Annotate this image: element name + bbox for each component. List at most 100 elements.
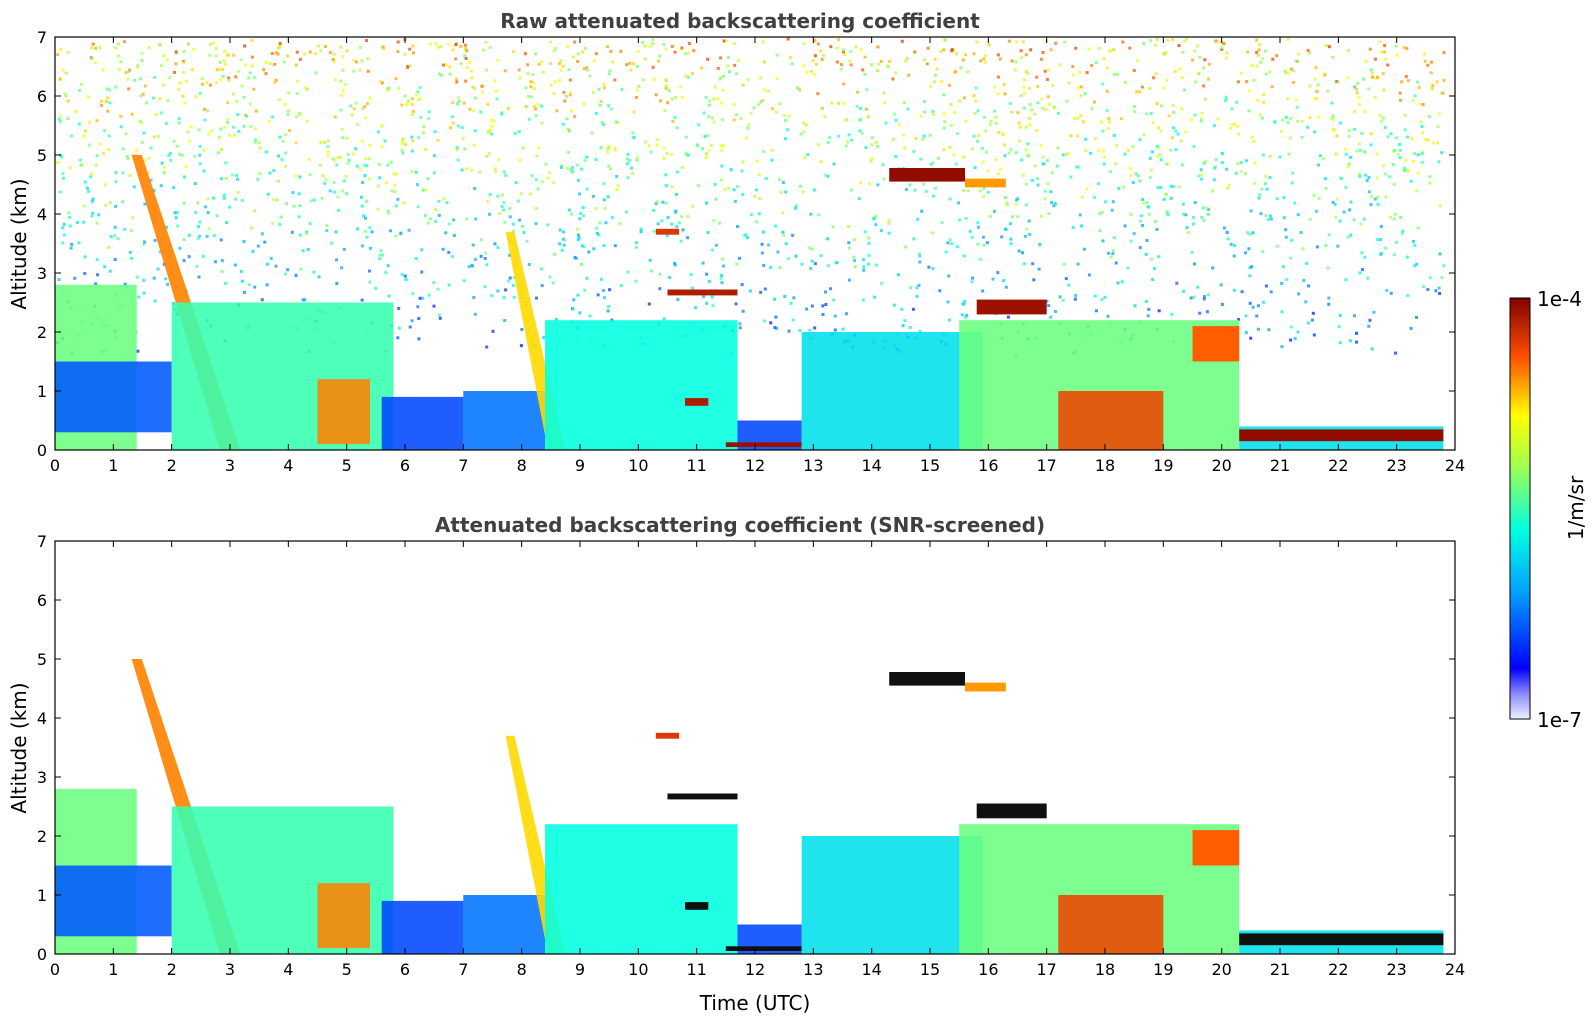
noise-pixel (303, 298, 307, 302)
noise-pixel (971, 276, 975, 280)
noise-pixel (1156, 144, 1159, 148)
noise-pixel (534, 52, 537, 56)
x-tick-label: 4 (283, 456, 293, 475)
noise-pixel (862, 265, 866, 269)
noise-pixel (167, 154, 171, 157)
noise-pixel (560, 164, 564, 168)
heatmap-aerosol-layer (1058, 895, 1164, 954)
noise-pixel (411, 97, 414, 101)
noise-pixel (205, 234, 209, 238)
noise-pixel (1369, 68, 1373, 72)
noise-pixel (998, 167, 1002, 171)
noise-pixel (82, 220, 86, 224)
noise-pixel (66, 117, 70, 121)
noise-pixel (344, 82, 348, 86)
noise-pixel (1373, 96, 1377, 99)
noise-pixel (787, 329, 791, 333)
noise-pixel (1053, 202, 1057, 206)
noise-pixel (581, 206, 585, 209)
noise-pixel (1220, 302, 1224, 306)
noise-pixel (416, 90, 420, 94)
noise-pixel (440, 73, 444, 77)
noise-pixel (139, 94, 143, 98)
noise-pixel (867, 241, 871, 245)
noise-pixel (712, 120, 716, 124)
noise-pixel (821, 313, 825, 316)
noise-pixel (416, 98, 420, 102)
noise-pixel (1263, 182, 1267, 186)
noise-pixel (655, 200, 659, 204)
noise-pixel (1306, 48, 1310, 52)
noise-pixel (290, 230, 294, 234)
noise-pixel (1419, 120, 1423, 124)
noise-pixel (655, 143, 659, 147)
noise-pixel (1244, 251, 1247, 255)
noise-pixel (104, 203, 108, 207)
noise-pixel (534, 222, 538, 226)
noise-pixel (193, 154, 197, 158)
noise-pixel (1237, 132, 1240, 136)
noise-pixel (540, 180, 544, 184)
noise-pixel (473, 187, 477, 190)
noise-pixel (1398, 148, 1402, 152)
noise-pixel (812, 72, 816, 76)
noise-pixel (338, 155, 342, 159)
noise-pixel (1027, 87, 1031, 90)
noise-pixel (908, 326, 912, 329)
noise-pixel (212, 234, 216, 238)
noise-pixel (1138, 246, 1142, 250)
noise-pixel (1213, 165, 1217, 169)
noise-pixel (366, 102, 369, 106)
noise-pixel (507, 279, 511, 283)
noise-pixel (1155, 102, 1159, 106)
x-tick-label: 8 (517, 960, 527, 979)
noise-pixel (223, 62, 227, 66)
noise-pixel (480, 84, 484, 88)
noise-pixel (103, 265, 107, 269)
noise-pixel (741, 309, 745, 313)
noise-pixel (911, 307, 915, 311)
noise-pixel (252, 87, 256, 91)
noise-pixel (447, 42, 451, 46)
noise-pixel (824, 173, 828, 177)
noise-pixel (1346, 76, 1350, 80)
noise-pixel (1282, 196, 1286, 200)
noise-pixel (861, 298, 865, 302)
noise-pixel (317, 275, 321, 279)
noise-pixel (1142, 201, 1146, 205)
noise-pixel (254, 109, 258, 113)
noise-pixel (1050, 171, 1054, 175)
panel-raw-axes: 0 1 2 3 4 5 6 7 8 9 10 11 12 13 14 15 16 17 18 19 20 21 22 23 24… (37, 28, 1465, 475)
noise-pixel (101, 68, 105, 72)
noise-pixel (61, 241, 65, 245)
y-tick-label: 1 (37, 382, 47, 401)
noise-pixel (1214, 158, 1218, 162)
noise-pixel (232, 125, 235, 129)
noise-pixel (282, 60, 286, 64)
noise-pixel (203, 107, 207, 111)
noise-pixel (83, 180, 87, 184)
noise-pixel (286, 109, 290, 113)
noise-pixel (1362, 77, 1365, 81)
noise-pixel (1415, 315, 1418, 319)
noise-pixel (665, 184, 668, 188)
noise-pixel (901, 324, 905, 328)
panel-raw-title: Raw attenuated backscattering coefficien… (500, 9, 980, 33)
noise-pixel (1031, 262, 1035, 266)
noise-pixel (189, 125, 193, 129)
noise-pixel (1353, 85, 1357, 89)
panel-raw-ylabel: Altitude (km) (7, 178, 31, 309)
noise-pixel (1103, 155, 1106, 159)
noise-pixel (213, 260, 217, 264)
noise-pixel (496, 289, 500, 293)
noise-pixel (526, 63, 530, 67)
noise-pixel (635, 245, 638, 249)
noise-pixel (1289, 256, 1293, 260)
noise-pixel (1047, 212, 1051, 216)
noise-pixel (217, 136, 221, 140)
noise-pixel (922, 182, 925, 186)
noise-pixel (1155, 38, 1159, 41)
noise-pixel (524, 86, 528, 90)
noise-pixel (90, 214, 94, 218)
panel-screened-title: Attenuated backscattering coefficient (S… (435, 513, 1045, 537)
